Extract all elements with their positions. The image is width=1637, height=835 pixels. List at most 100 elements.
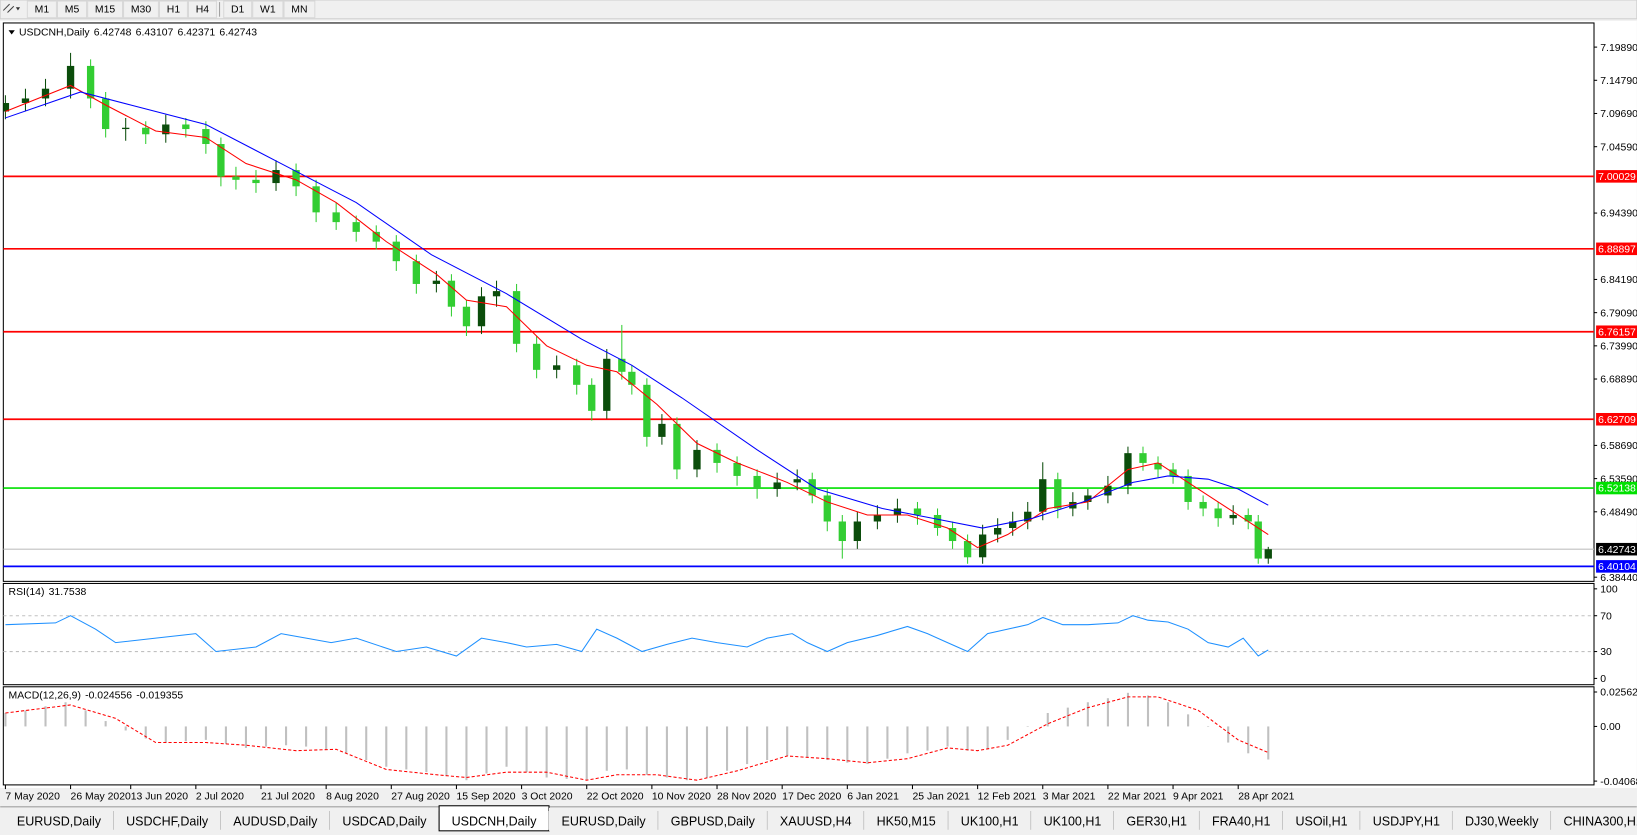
candle-body xyxy=(352,222,360,232)
timeframe-button-bg[interactable] xyxy=(87,0,124,19)
chart-tab-bg[interactable] xyxy=(948,807,1032,831)
chart-tab-bg[interactable] xyxy=(1113,807,1200,831)
panel-frame xyxy=(2,686,1595,786)
timeframe-label[interactable]: MN xyxy=(291,5,307,16)
chart-tab-label[interactable]: GBPUSD,Daily xyxy=(671,815,756,829)
chart-tab-bg[interactable] xyxy=(4,807,114,831)
chart-tab-bg[interactable] xyxy=(1199,807,1283,831)
chart-tab[interactable]: GER30,H1 xyxy=(1113,807,1200,831)
timeframe-label[interactable]: M5 xyxy=(65,5,80,16)
level-label-bg xyxy=(1596,170,1637,183)
timeframe-button-bg[interactable] xyxy=(187,0,217,19)
timeframe-button[interactable]: M30 xyxy=(123,0,159,19)
chart-tab-label[interactable]: HK50,M15 xyxy=(877,815,936,829)
chart-tab-label[interactable]: USDCAD,Daily xyxy=(342,815,427,829)
chart-tab-label[interactable]: UK100,H1 xyxy=(961,815,1019,829)
timeframe-button-bg[interactable] xyxy=(123,0,159,19)
candle-body xyxy=(372,231,380,242)
chart-tab-label[interactable]: EURUSD,Daily xyxy=(17,815,102,829)
chart-tab-label[interactable]: AUDUSD,Daily xyxy=(233,815,318,829)
chart-tab-label[interactable]: DJ30,Weekly xyxy=(1465,815,1539,829)
candle-body xyxy=(1184,475,1192,502)
chart-tab[interactable]: AUDUSD,Daily xyxy=(220,807,331,831)
timeframe-button[interactable]: H4 xyxy=(187,0,217,19)
chart-tab-label[interactable]: USOil,H1 xyxy=(1295,815,1347,829)
chart-tab-bg[interactable] xyxy=(438,805,550,832)
chart-tab-bg[interactable] xyxy=(1360,807,1453,831)
timeframe-button[interactable]: M15 xyxy=(87,0,124,19)
chart-tab-label[interactable]: USDCNH,Daily xyxy=(452,815,538,829)
chart-tab-bg[interactable] xyxy=(329,807,440,831)
chart-tab[interactable]: USOil,H1 xyxy=(1282,807,1361,831)
chart-tab-label[interactable]: USDJPY,H1 xyxy=(1373,815,1440,829)
chart-tab-label[interactable]: GER30,H1 xyxy=(1126,815,1187,829)
macd-header: MACD(12,26,9) -0.024556 -0.019355 xyxy=(9,690,184,701)
chart-tab[interactable]: USDCHF,Daily xyxy=(113,807,222,831)
candle-body xyxy=(1244,514,1252,522)
timeframe-label[interactable]: H1 xyxy=(167,5,181,16)
chart-tab[interactable]: XAUUSD,H4 xyxy=(767,807,865,831)
chart-tab-bg[interactable] xyxy=(1282,807,1361,831)
macd-bar xyxy=(84,710,87,727)
timeframe-button-bg[interactable] xyxy=(252,0,284,19)
timeframe-label[interactable]: M15 xyxy=(95,5,115,16)
timeframe-label[interactable]: H4 xyxy=(196,5,210,16)
chart-tab[interactable]: EURUSD,Daily xyxy=(549,807,659,831)
chart-tab-label[interactable]: XAUUSD,H4 xyxy=(780,815,852,829)
chart-tab[interactable]: CHINA300,H1 xyxy=(1551,807,1637,831)
chart-tab-label[interactable]: USDCHF,Daily xyxy=(126,815,209,829)
chart-tab-bg[interactable] xyxy=(1452,807,1552,831)
x-tick-label: 17 Dec 2020 xyxy=(782,792,841,803)
chart-tab-bg[interactable] xyxy=(767,807,865,831)
timeframe-button[interactable]: M5 xyxy=(56,0,88,19)
chart-tab[interactable]: HK50,M15 xyxy=(864,807,949,831)
timeframe-button-bg[interactable] xyxy=(283,0,316,19)
timeframe-label[interactable]: M30 xyxy=(131,5,151,16)
chart-tab[interactable]: UK100,H1 xyxy=(948,807,1032,831)
chart-tab[interactable]: USDCAD,Daily xyxy=(329,807,440,831)
macd-bar xyxy=(625,726,628,770)
chart-tab-bg[interactable] xyxy=(1031,807,1114,831)
macd-bar xyxy=(204,726,207,740)
timeframe-button-bg[interactable] xyxy=(56,0,88,19)
macd-bar xyxy=(345,726,348,754)
ohlc-value: 6.42743 xyxy=(219,27,257,38)
timeframe-button[interactable]: H1 xyxy=(158,0,188,19)
timeframe-button[interactable]: D1 xyxy=(223,0,253,19)
timeframe-label[interactable]: M1 xyxy=(35,5,50,16)
chart-tab-label[interactable]: FRA40,H1 xyxy=(1212,815,1270,829)
timeframe-button[interactable]: W1 xyxy=(252,0,284,19)
timeframe-button[interactable]: M1 xyxy=(26,0,57,19)
candle-body xyxy=(1054,479,1062,509)
chart-tab[interactable]: FRA40,H1 xyxy=(1199,807,1284,831)
chart-tab-bg[interactable] xyxy=(658,807,768,831)
chart-tab-bg[interactable] xyxy=(220,807,330,831)
timeframe-button[interactable]: MN xyxy=(283,0,316,19)
chart-tab-bg[interactable] xyxy=(1551,807,1637,831)
timeframe-label[interactable]: W1 xyxy=(260,5,276,16)
dropdown-arrow[interactable] xyxy=(15,7,21,11)
timeframe-button-bg[interactable] xyxy=(158,0,188,19)
chart-tab-label[interactable]: CHINA300,H1 xyxy=(1564,815,1637,829)
macd-bar xyxy=(585,726,588,781)
macd-bar xyxy=(4,712,7,727)
chart-tab[interactable]: UK100,H1 xyxy=(1031,807,1115,831)
chart-tab[interactable]: GBPUSD,Daily xyxy=(658,807,768,831)
timeframe-label[interactable]: D1 xyxy=(231,5,245,16)
chart-tab[interactable]: USDCNH,Daily xyxy=(438,805,550,832)
candle-body xyxy=(1024,511,1032,522)
timeframe-button-bg[interactable] xyxy=(223,0,253,19)
chart-tab-bg[interactable] xyxy=(864,807,949,831)
chart-tab-bg[interactable] xyxy=(113,807,221,831)
chart-tab[interactable]: EURUSD,Daily xyxy=(4,807,115,831)
chart-tab-label[interactable]: EURUSD,Daily xyxy=(562,815,647,829)
chart-tab[interactable]: USDJPY,H1 xyxy=(1360,807,1454,831)
x-tick-label: 25 Jan 2021 xyxy=(912,792,970,803)
chart-tab-label[interactable]: UK100,H1 xyxy=(1044,815,1102,829)
rsi-header: RSI(14) 31.7538 xyxy=(9,587,87,598)
chart-tab[interactable]: DJ30,Weekly xyxy=(1452,807,1552,831)
timeframe-button-bg[interactable] xyxy=(26,0,57,19)
chart-tab-bg[interactable] xyxy=(549,807,659,831)
tool-icon[interactable] xyxy=(2,3,15,13)
